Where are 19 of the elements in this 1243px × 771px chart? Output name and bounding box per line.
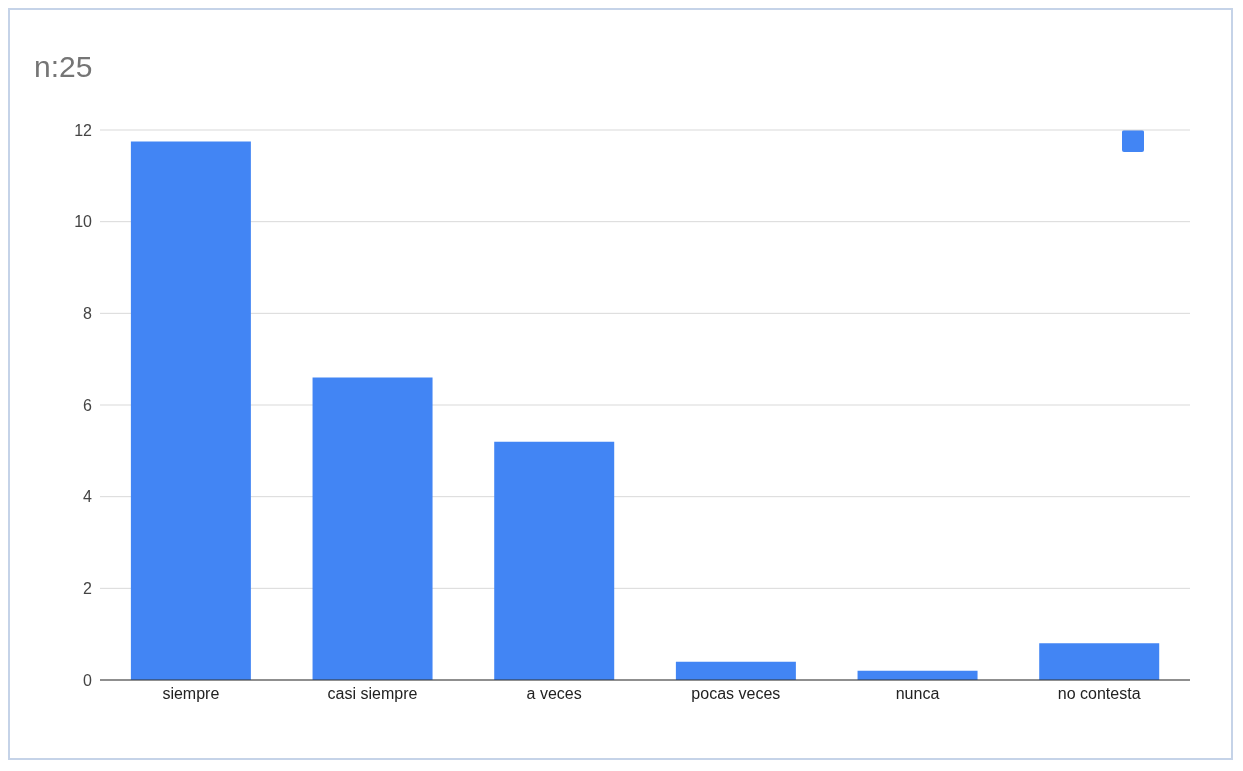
bar bbox=[494, 441, 615, 680]
x-tick-label: casi siempre bbox=[327, 685, 418, 703]
y-tick-label: 4 bbox=[83, 488, 93, 506]
y-tick-label: 12 bbox=[74, 121, 93, 139]
y-tick-label: 2 bbox=[83, 580, 93, 598]
bar bbox=[1039, 643, 1160, 680]
y-tick-label: 8 bbox=[83, 305, 93, 323]
y-tick-label: 10 bbox=[74, 213, 93, 231]
x-tick-label: siempre bbox=[162, 685, 220, 703]
x-tick-label: no contesta bbox=[1057, 685, 1141, 703]
bar bbox=[675, 661, 796, 680]
bar bbox=[312, 377, 433, 680]
x-tick-label: a veces bbox=[526, 685, 582, 703]
x-tick-label: pocas veces bbox=[691, 685, 781, 703]
y-tick-label: 6 bbox=[83, 396, 93, 414]
y-tick-label: 0 bbox=[83, 671, 93, 689]
chart-title: n:25 bbox=[34, 50, 93, 84]
bar bbox=[130, 141, 251, 680]
x-tick-label: nunca bbox=[895, 685, 940, 703]
